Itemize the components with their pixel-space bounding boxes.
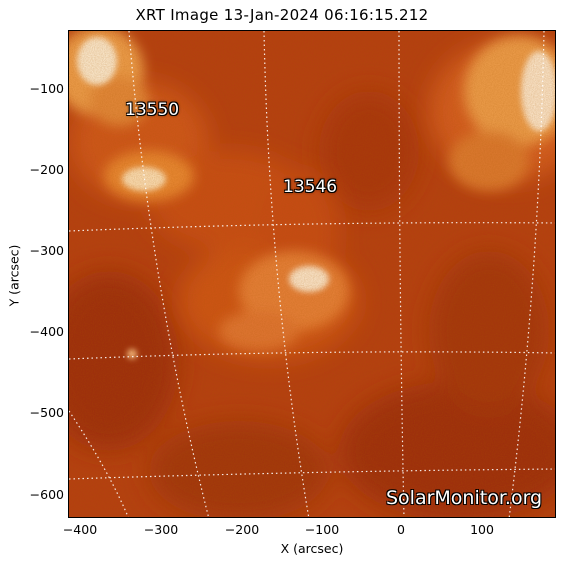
- y-axis-title: Y (arcsec): [6, 244, 22, 307]
- x-tick-label: 100: [470, 522, 494, 537]
- y-tick-label: −500: [29, 405, 64, 420]
- x-tick-label: −200: [224, 522, 260, 537]
- y-tick-label: −600: [29, 487, 64, 502]
- watermark: SolarMonitor.org: [386, 487, 543, 509]
- x-tick-label: 0: [397, 522, 405, 537]
- x-tick-label: −400: [62, 522, 98, 537]
- solar-image-plot: [68, 30, 556, 518]
- y-tick-label: −400: [29, 324, 64, 339]
- xrt-solar-image: [69, 31, 555, 517]
- region-label-13546: 13546: [283, 177, 338, 197]
- image-title: XRT Image 13-Jan-2024 06:16:15.212: [135, 6, 429, 24]
- x-axis-title: X (arcsec): [280, 541, 344, 556]
- x-tick-label: −100: [304, 522, 340, 537]
- y-tick-label: −200: [29, 162, 64, 177]
- region-label-13550: 13550: [125, 100, 180, 120]
- y-tick-label: −300: [29, 243, 64, 258]
- y-tick-label: −100: [29, 81, 64, 96]
- x-tick-label: −300: [143, 522, 179, 537]
